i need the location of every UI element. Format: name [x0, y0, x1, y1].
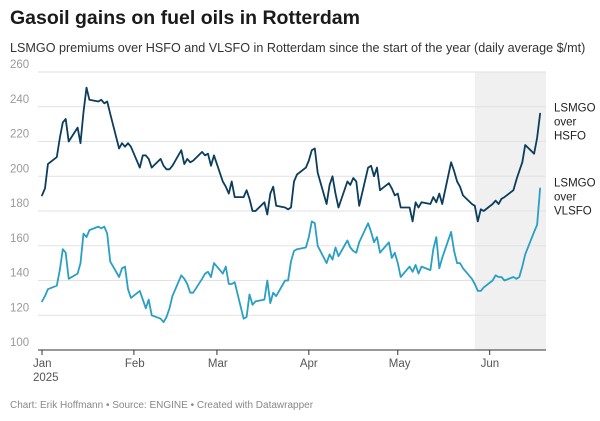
x-tick-label: Mar [208, 358, 228, 370]
y-axis-ticks: 100 120 140 160 180 200 220 240 260 [10, 59, 29, 349]
series-label-0: LSMGO over HSFO [554, 103, 596, 143]
series-label-line: over [554, 191, 577, 203]
series-label-1: LSMGO over VLSFO [554, 177, 596, 217]
y-tick-label: 160 [10, 233, 29, 245]
series-label-line: VLSFO [554, 205, 592, 217]
y-tick-label: 260 [10, 59, 29, 71]
chart-subtitle: LSMGO premiums over HSFO and VLSFO in Ro… [10, 41, 586, 55]
y-tick-label: 140 [10, 268, 29, 280]
grid-lines [38, 71, 546, 351]
x-tick-label: May [389, 358, 411, 370]
chart-title: Gasoil gains on fuel oils in Rotterdam [10, 7, 360, 29]
series-line-1 [41, 187, 541, 324]
x-tick-label: Apr [300, 358, 318, 370]
y-tick-label: 100 [10, 337, 29, 349]
series-label-line: LSMGO [554, 177, 596, 189]
x-tick-label: Feb [125, 358, 145, 370]
y-tick-label: 180 [10, 198, 29, 210]
chart-source: Chart: Erik Hoffmann • Source: ENGINE • … [10, 400, 314, 411]
series-label-line: over [554, 117, 577, 129]
x-tick-sublabel: 2025 [33, 372, 59, 384]
y-tick-label: 200 [10, 163, 29, 175]
x-tick-label: Jan [33, 358, 52, 370]
x-tick-label: Jun [481, 358, 500, 370]
y-tick-label: 240 [10, 94, 29, 106]
series-lines [41, 86, 541, 324]
y-tick-label: 220 [10, 129, 29, 141]
series-labels: LSMGO over HSFO LSMGO over VLSFO [554, 103, 596, 218]
series-line-0 [41, 86, 541, 223]
y-tick-label: 120 [10, 302, 29, 314]
series-label-line: HSFO [554, 131, 586, 143]
series-label-line: LSMGO [554, 103, 596, 115]
x-axis-ticks: Jan 2025 Feb Mar Apr May Jun [33, 350, 499, 384]
